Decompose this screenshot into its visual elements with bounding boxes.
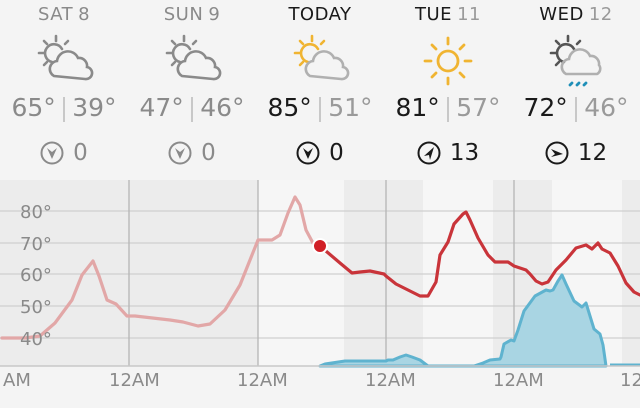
temperature-range: 72° | 46° [523,93,629,122]
high-temp: 47° [139,93,184,122]
night-band [622,180,640,366]
high-temp: 85° [267,93,312,122]
wind-direction-icon [296,141,320,165]
partly-cloudy-rain-icon [549,34,602,87]
daily-forecast-row: SAT 8 65° | 39° 0 SUN 9 47° | 46° [0,0,640,180]
x-tick-label: AM [3,370,31,391]
x-tick-label: 12 [620,370,640,391]
day-date: 9 [208,4,221,25]
day-label: WED 12 [512,4,640,25]
hourly-chart[interactable]: 80° 70° 60° 50° 40° AM 12AM 12AM 12AM 12… [0,180,640,408]
temperature-range: 65° | 39° [11,93,117,122]
y-tick-label: 70° [20,234,52,255]
day-date: 8 [78,4,91,25]
wind-info: 13 [384,140,512,166]
day-label: SUN 9 [128,4,256,25]
day-label: TUE 11 [384,4,512,25]
y-tick-label: 80° [20,202,52,223]
day-column-sat[interactable]: SAT 8 65° | 39° 0 [0,0,128,180]
wind-direction-icon [168,141,192,165]
wind-speed: 12 [577,140,608,166]
low-temp: 57° [456,93,501,122]
wind-speed: 0 [329,140,344,166]
y-tick-label: 50° [20,297,52,318]
day-label: TODAY [256,4,384,25]
current-time-marker[interactable] [312,238,328,254]
wind-info: 0 [256,140,384,166]
day-column-today[interactable]: TODAY 85° | 51° 0 [256,0,384,180]
day-name: SAT [37,4,74,25]
wind-speed: 0 [201,140,216,166]
partly-cloudy-icon [293,34,350,81]
day-column-wed[interactable]: WED 12 72° | 46° 12 [512,0,640,180]
wind-info: 0 [128,140,256,166]
x-tick-label: 12AM [237,370,288,391]
day-column-tue[interactable]: TUE 11 81° | 57° 13 [384,0,512,180]
temperature-line-past [0,195,316,340]
y-tick-label: 40° [20,329,52,350]
high-temp: 65° [11,93,56,122]
wind-direction-icon [40,141,64,165]
low-temp: 46° [200,93,245,122]
chart-canvas [0,180,640,368]
wind-speed: 13 [449,140,480,166]
precipitation-area [318,273,608,368]
day-dividers [128,180,515,366]
day-label: SAT 8 [0,4,128,25]
day-date: 11 [457,4,481,25]
day-date: 12 [588,4,613,25]
sunny-icon [423,36,473,86]
day-name: TODAY [288,4,352,25]
temperature-range: 85° | 51° [267,93,373,122]
wind-info: 0 [0,140,128,166]
low-temp: 39° [72,93,117,122]
y-tick-label: 60° [20,265,52,286]
temperature-range: 81° | 57° [395,93,501,122]
low-temp: 51° [328,93,373,122]
day-name: SUN [163,4,204,25]
temperature-range: 47° | 46° [139,93,245,122]
high-temp: 81° [395,93,440,122]
x-tick-label: 12AM [493,370,544,391]
day-column-sun[interactable]: SUN 9 47° | 46° 0 [128,0,256,180]
partly-cloudy-icon [165,34,222,81]
day-name: WED [539,4,584,25]
x-tick-label: 12AM [109,370,160,391]
low-temp: 46° [584,93,629,122]
wind-direction-icon [417,141,441,165]
wind-info: 12 [512,140,640,166]
wind-direction-icon [545,141,569,165]
temperature-line-future [318,210,640,298]
partly-cloudy-icon [37,34,94,81]
day-name: TUE [415,4,453,25]
x-tick-label: 12AM [365,370,416,391]
high-temp: 72° [523,93,568,122]
wind-speed: 0 [73,140,88,166]
